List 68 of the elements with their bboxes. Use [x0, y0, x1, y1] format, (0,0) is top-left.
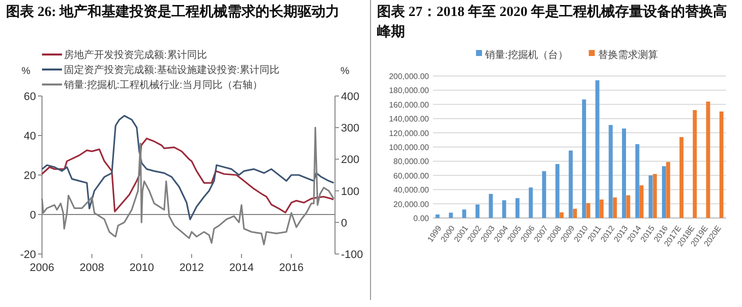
bar	[488, 194, 493, 218]
bar	[652, 174, 657, 218]
y2-tick-label: 0	[341, 217, 348, 230]
legend-label: 替换需求测算	[598, 49, 658, 61]
bar	[436, 214, 440, 218]
y-tick-label: 180,000.00	[388, 86, 430, 96]
chart-title: 图表 27：2018 年至 2020 年是工程机械存量设备的替换高峰期	[377, 3, 728, 42]
y-tick-label: 0	[30, 210, 36, 222]
legend-label: 销量:挖掘机（台）	[484, 49, 568, 61]
bar	[622, 128, 626, 218]
y-tick-label: -20	[20, 249, 36, 261]
chart-title: 图表 26: 地产和基建投资是工程机械需求的长期驱动力	[6, 3, 341, 22]
y2-axis-title: %	[340, 66, 350, 77]
y-tick-label: 140,000.00	[388, 114, 430, 124]
y-tick-label: 60	[24, 91, 36, 103]
bar	[640, 185, 644, 218]
bar	[600, 200, 604, 218]
y-tick-label: 100,000.00	[388, 143, 430, 152]
bar	[626, 195, 630, 218]
y2-tick-label: -100	[341, 249, 364, 261]
bar	[528, 187, 533, 218]
y-tick-label: 40	[24, 130, 36, 142]
bar	[462, 209, 466, 218]
bar	[560, 212, 564, 218]
bar	[476, 204, 480, 218]
bar	[448, 212, 453, 218]
bar	[679, 137, 684, 218]
bar	[542, 171, 546, 218]
y2-tick-label: 200	[341, 154, 360, 166]
y2-tick-label: 400	[341, 91, 360, 103]
x-tick-label: 2014	[229, 262, 254, 274]
bar	[706, 102, 710, 218]
y-tick-label: 160,000.00	[388, 100, 430, 110]
y-tick-label: 60,000.00	[393, 171, 430, 180]
bar	[692, 110, 697, 218]
bar	[582, 99, 586, 218]
y-tick-label: 40,000.00	[393, 186, 430, 195]
bar	[719, 112, 724, 218]
bar	[515, 198, 520, 218]
y2-tick-label: 100	[341, 186, 360, 198]
x-tick-label: 2012	[179, 262, 204, 274]
bar	[608, 124, 613, 218]
y-tick-label: 200,000.00	[388, 72, 430, 81]
bar	[612, 197, 617, 218]
y-tick-label: 80,000.00	[393, 157, 430, 166]
bar	[568, 150, 573, 218]
legend-label: 固定资产投资完成额:基础设施建设投资:累计同比	[64, 64, 280, 76]
legend-label: 房地产开发投资完成额:累计同比	[64, 49, 207, 61]
y-tick-label: 0.00	[413, 214, 430, 223]
bar	[502, 200, 506, 218]
x-tick-label: 2016	[279, 262, 304, 274]
bar	[662, 166, 666, 218]
bar	[635, 144, 640, 218]
y-tick-label: 20	[24, 170, 36, 182]
bar	[572, 208, 577, 218]
bar	[586, 203, 590, 218]
x-tick-label: 2006	[30, 262, 54, 274]
y-tick-label: 20,000.00	[393, 200, 430, 209]
y-tick-label: 120,000.00	[388, 128, 430, 138]
x-tick-label: 2010	[130, 262, 154, 274]
bar	[555, 164, 560, 218]
bar	[648, 175, 653, 218]
bar	[666, 162, 670, 218]
legend-label: 销量:挖掘机:工程机械行业:当月同比（右轴）	[63, 79, 262, 91]
y-axis-title: %	[22, 66, 31, 77]
x-tick-label: 2008	[80, 262, 104, 274]
y2-tick-label: 300	[341, 122, 360, 135]
bar	[595, 80, 600, 218]
